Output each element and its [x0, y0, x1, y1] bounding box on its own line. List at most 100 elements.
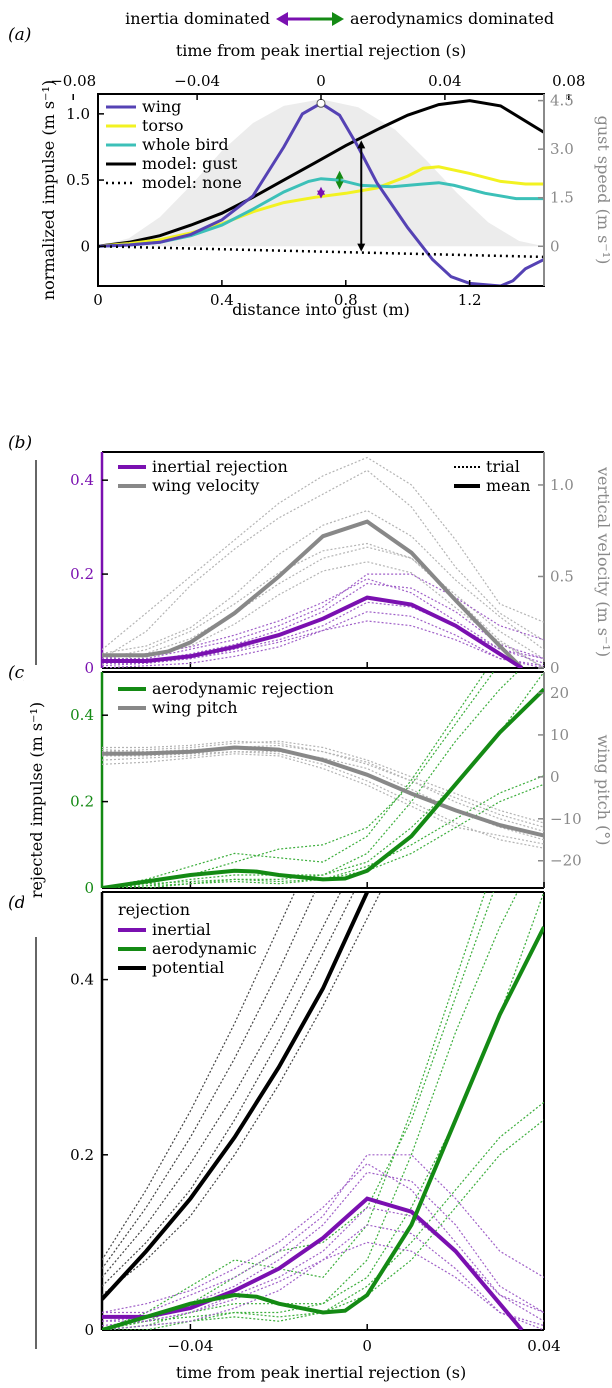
annotation-arrow-head-bottom-2: [357, 243, 366, 252]
y-tick-label: 0: [84, 1321, 94, 1339]
shared-ylabel-backdrop: [24, 665, 48, 937]
potential-rejection-line: [102, 892, 370, 1301]
panel-a-xlabel: distance into gust (m): [232, 300, 410, 319]
panel-b-ylabel-right: vertical velocity (m s⁻¹): [594, 466, 612, 657]
panel-c-ylabel-right: wing pitch (°): [594, 734, 612, 845]
panel-a: (a) time from peak inertial rejection (s…: [8, 25, 612, 319]
velocity-trial-line-4: [102, 546, 544, 668]
inertial-trial-line-5: [102, 1241, 544, 1327]
wing-velocity-line: [102, 519, 524, 668]
y-tick-label: 0.4: [70, 471, 94, 489]
annotation-arrow-head-bottom-1: [317, 190, 325, 199]
y-right-tick-label: 1.0: [550, 476, 574, 494]
legend-label-trial: trial: [486, 457, 520, 476]
header: inertia dominated aerodynamics dominated: [125, 9, 554, 28]
panel-a-ylabel: normalized impulse (m s⁻¹): [39, 80, 58, 300]
y-tick-label: 0.2: [70, 793, 94, 811]
x-tick-label: 1.2: [458, 291, 482, 309]
inertial-trial-line-1: [102, 1171, 544, 1322]
panel-c-plot: 0 0.2 0.4 −20 −10 0 10 20 aerodynamic rejectionw…: [70, 671, 582, 897]
y-tick-label: 0: [84, 879, 94, 897]
panel-b-label: (b): [8, 433, 32, 453]
inertial-trial-line-2: [102, 1162, 544, 1314]
y-right-tick-label: 0: [550, 768, 560, 786]
legend-label: wing velocity: [152, 476, 259, 495]
peak-marker: [316, 98, 326, 108]
legend-label: whole bird: [142, 135, 229, 154]
legend-label: potential: [152, 958, 224, 977]
annotation-arrow-head-bottom-0: [335, 181, 344, 190]
legend-label: model: gust: [142, 154, 238, 173]
x-tick-label: 0.4: [210, 291, 234, 309]
x-top-tick-label: −0.08: [50, 72, 96, 90]
x-tick-label: 0.04: [527, 1337, 560, 1355]
legend-label: torso: [142, 116, 184, 135]
aerodynamic-rejection-line: [102, 687, 544, 888]
aero-trial-line-4: [102, 775, 544, 888]
y-right-tick-label: 4.5: [550, 92, 574, 110]
x-tick-label: 0: [93, 291, 103, 309]
inertial-trial-line-5: [102, 620, 544, 667]
pitch-trial-line-3: [102, 751, 544, 841]
legend-label: inertial rejection: [152, 457, 288, 476]
y-right-tick-label: −20: [550, 852, 582, 870]
header-inertia-label: inertia dominated: [125, 9, 270, 28]
velocity-trial-line-3: [102, 542, 544, 660]
potential-trial-line-3: [102, 892, 382, 1296]
legend-label: wing pitch: [152, 698, 238, 717]
annotation-arrow-head-top-0: [335, 170, 344, 179]
legend-label-mean: mean: [486, 476, 530, 495]
pitch-trial-line-1: [102, 751, 544, 849]
pitch-trial-line-4: [102, 753, 544, 845]
panel-d-plot: 0 0.2 0.4 −0.04 0 0.04 rejectioninertialaerody…: [70, 891, 561, 1355]
velocity-trial-line-0: [102, 456, 544, 651]
legend-label: wing: [142, 97, 181, 116]
inertial-rejection-line: [102, 1196, 524, 1330]
y-tick-label: 0.4: [70, 971, 94, 989]
aero-trial-line-1: [102, 672, 486, 888]
potential-trial-line-1: [102, 892, 355, 1287]
x-top-tick-label: −0.04: [174, 72, 220, 90]
pitch-trial-line-0: [102, 740, 544, 832]
wing-pitch-line: [102, 745, 544, 838]
aerodynamic-rejection-line: [102, 926, 544, 1330]
y-right-tick-label: 0: [550, 659, 560, 677]
y-right-tick-label: 1.5: [550, 189, 574, 207]
x-top-tick-label: 0: [316, 72, 326, 90]
y-tick-label: 1.0: [66, 105, 90, 123]
panel-a-top-xlabel: time from peak inertial rejection (s): [176, 41, 466, 60]
gust-profile-area: [98, 99, 544, 247]
panel-d-xlabel: time from peak inertial rejection (s): [176, 1363, 466, 1382]
panel-b: (b) 0 0.2 0.4 0 0.5 1.0 inertial rejectionwing…: [8, 433, 612, 677]
y-tick-label: 0: [84, 659, 94, 677]
header-aero-label: aerodynamics dominated: [350, 9, 554, 28]
y-right-tick-label: 0.5: [550, 567, 574, 585]
pitch-trial-line-2: [102, 740, 544, 824]
panel-a-ylabel-right: gust speed (m s⁻¹): [594, 116, 612, 265]
panel-a-plot: 0 0.4 0.8 1.2 −0.08 −0.04 0 0.04 0.08 0 0.5 1.0 0 1.5…: [50, 72, 585, 309]
y-right-tick-label: 3.0: [550, 140, 574, 158]
inertial-trial-line-1: [102, 582, 544, 664]
panel-a-label: (a): [8, 25, 31, 45]
potential-trial-line-4: [102, 892, 296, 1261]
y-tick-label: 0.5: [66, 171, 90, 189]
x-top-tick-label: 0.08: [552, 72, 585, 90]
aero-trial-line-1: [102, 892, 486, 1330]
series-line-torso: [98, 165, 544, 248]
inertial-trial-line-0: [102, 573, 544, 660]
x-tick-label: 0: [362, 1337, 372, 1355]
x-tick-label: 0.8: [334, 291, 358, 309]
potential-trial-line-2: [102, 892, 316, 1270]
inertial-trial-line-0: [102, 1154, 544, 1314]
velocity-trial-line-5: [102, 561, 544, 668]
inertial-trial-line-2: [102, 578, 544, 660]
y-right-tick-label: 10: [550, 726, 569, 744]
annotation-arrow-head-top-2: [357, 140, 366, 149]
legend-label: aerodynamic rejection: [152, 679, 334, 698]
series-line-model-gust: [98, 99, 544, 248]
y-right-tick-label: −10: [550, 810, 582, 828]
y-right-tick-label: 0: [550, 237, 560, 255]
